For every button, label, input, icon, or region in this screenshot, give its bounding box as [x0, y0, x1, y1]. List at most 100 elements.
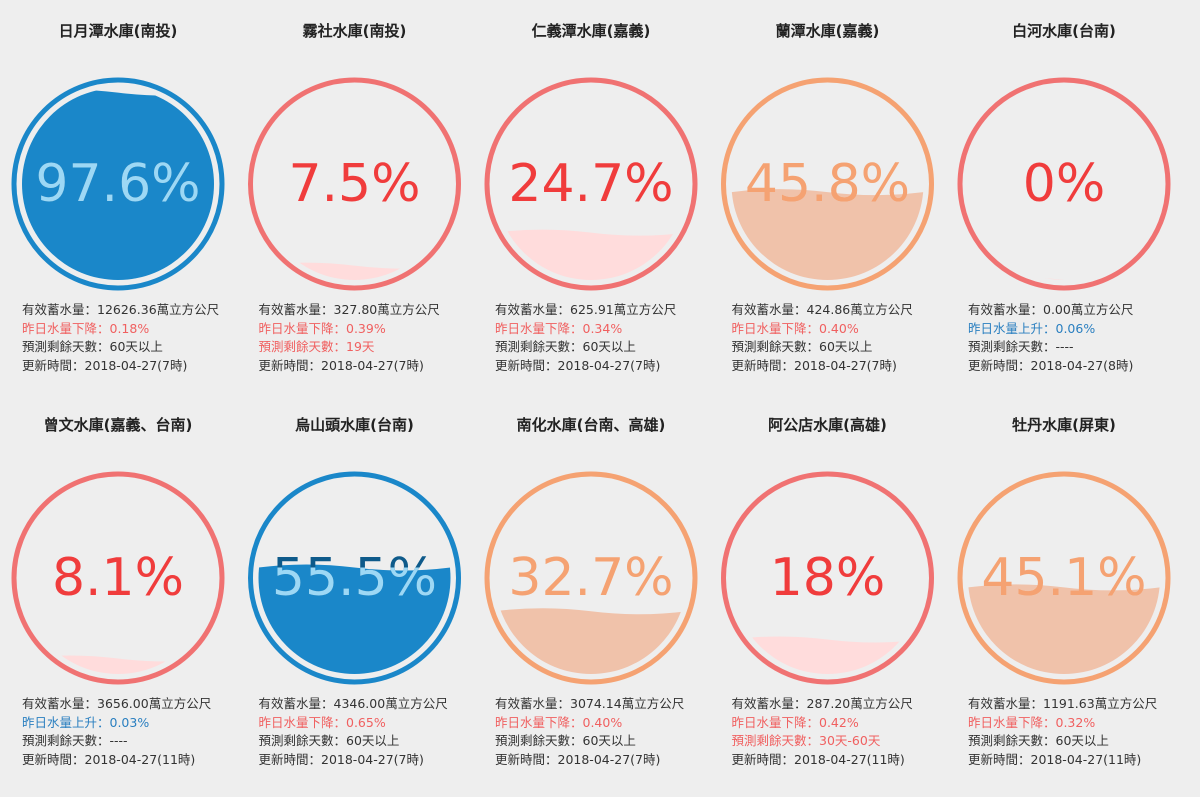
- info-line: 有效蓄水量：625.91萬立方公尺: [495, 302, 677, 317]
- info-line: 更新時間：2018-04-27(7時): [22, 357, 188, 373]
- percent-label: 55.5%: [272, 548, 437, 608]
- water-fill: [968, 277, 1160, 280]
- info-line: 更新時間：2018-04-27(7時): [258, 751, 424, 767]
- percent-label: 45.8%: [745, 154, 910, 214]
- water-fill: [731, 189, 924, 280]
- gauge-body: [731, 189, 924, 280]
- info-line: 有效蓄水量：3656.00萬立方公尺: [22, 696, 212, 711]
- reservoir-name: 曾文水庫(嘉義、台南): [43, 416, 193, 434]
- reservoir-name: 南化水庫(台南、高雄): [516, 416, 666, 434]
- info-line: 更新時間：2018-04-27(7時): [258, 357, 424, 373]
- percent-label: 18%: [770, 548, 886, 608]
- reservoir-name: 日月潭水庫(南投): [58, 22, 178, 40]
- info-line: 昨日水量上升：0.03%: [22, 714, 150, 730]
- percent-in-water: 97.6%: [35, 154, 200, 214]
- reservoir-info: 有效蓄水量：4346.00萬立方公尺 昨日水量下降：0.65% 預測剩餘天數：60天…: [259, 695, 471, 769]
- reservoir-name: 烏山頭水庫(台南): [295, 416, 414, 434]
- water-fill: [968, 584, 1160, 674]
- reservoir-info: 有效蓄水量：424.86萬立方公尺 昨日水量下降：0.40% 預測剩餘天數：60天以…: [732, 301, 944, 375]
- info-line: 昨日水量下降：0.40%: [495, 714, 623, 730]
- info-line: 昨日水量下降：0.32%: [968, 714, 1096, 730]
- info-line: 有效蓄水量：424.86萬立方公尺: [731, 302, 913, 317]
- water-fill: [495, 608, 687, 674]
- info-line: 昨日水量下降：0.18%: [22, 320, 150, 336]
- percent-in-water: 45.8%: [745, 154, 910, 214]
- gauge-ring: [484, 77, 698, 291]
- percent-label: 24.7%: [508, 154, 673, 214]
- info-line: 更新時間：2018-04-27(11時): [22, 751, 196, 767]
- info-line: 昨日水量下降：0.34%: [495, 320, 623, 336]
- percent-label: 97.6%: [35, 154, 200, 214]
- reservoir-name: 阿公店水庫(高雄): [768, 416, 887, 434]
- info-line: 有效蓄水量：12626.36萬立方公尺: [22, 302, 220, 317]
- info-line: 預測剩餘天數：60天以上: [495, 733, 636, 749]
- info-line: 有效蓄水量：3074.14萬立方公尺: [495, 696, 685, 711]
- gauge-body: [258, 564, 451, 674]
- reservoir-name: 白河水庫(台南): [1012, 22, 1116, 40]
- percent-label: 45.8%: [745, 154, 910, 214]
- reservoir-info: 有效蓄水量：625.91萬立方公尺 昨日水量下降：0.34% 預測剩餘天數：60天以…: [495, 301, 707, 375]
- info-line: 預測剩餘天數：----: [968, 339, 1074, 355]
- gauge-ring: [957, 77, 1171, 291]
- info-line: 預測剩餘天數：19天: [258, 339, 375, 355]
- percent-label: 32.7%: [508, 548, 673, 608]
- info-line: 更新時間：2018-04-27(7時): [731, 357, 897, 373]
- info-line: 預測剩餘天數：60天以上: [968, 733, 1109, 749]
- percent-label: 7.5%: [288, 154, 420, 214]
- info-line: 昨日水量下降：0.65%: [258, 714, 386, 730]
- info-line: 更新時間：2018-04-27(11時): [968, 751, 1142, 767]
- info-line: 更新時間：2018-04-27(7時): [495, 751, 661, 767]
- info-line: 有效蓄水量：287.20萬立方公尺: [731, 696, 913, 711]
- reservoir-info: 有效蓄水量：1191.63萬立方公尺 昨日水量下降：0.32% 預測剩餘天數：60天…: [968, 695, 1180, 769]
- reservoir-info: 有效蓄水量：3074.14萬立方公尺 昨日水量下降：0.40% 預測剩餘天數：60天…: [495, 695, 707, 769]
- info-line: 預測剩餘天數：60天以上: [258, 733, 400, 749]
- water-fill: [258, 564, 451, 674]
- info-line: 有效蓄水量：0.00萬立方公尺: [968, 302, 1134, 317]
- reservoir-info: 有效蓄水量：3656.00萬立方公尺 昨日水量上升：0.03% 預測剩餘天數：---…: [22, 695, 234, 769]
- percent-in-water: 45.1%: [981, 548, 1146, 608]
- gauge-ring: [484, 471, 698, 685]
- gauge-ring: [721, 471, 934, 685]
- info-line: 昨日水量下降：0.39%: [258, 320, 386, 336]
- gauge-ring: [957, 471, 1171, 685]
- reservoir-info: 有效蓄水量：327.80萬立方公尺 昨日水量下降：0.39% 預測剩餘天數：19天更…: [259, 301, 471, 375]
- reservoir-name: 蘭潭水庫(嘉義): [775, 22, 880, 40]
- gauge-body: [495, 608, 687, 674]
- reservoir-name: 牡丹水庫(屏東): [1012, 416, 1116, 434]
- info-line: 有效蓄水量：327.80萬立方公尺: [258, 302, 440, 317]
- info-line: 預測剩餘天數：60天以上: [731, 339, 873, 355]
- percent-label: 45.1%: [981, 548, 1146, 608]
- water-fill: [22, 89, 214, 280]
- percent-label: 8.1%: [52, 548, 184, 608]
- info-line: 更新時間：2018-04-27(8時): [968, 357, 1134, 373]
- gauge-ring: [248, 77, 461, 291]
- info-line: 有效蓄水量：1191.63萬立方公尺: [968, 696, 1158, 711]
- water-fill: [495, 229, 687, 280]
- gauge-body: [968, 584, 1160, 674]
- gauge-body: [968, 277, 1160, 280]
- info-line: 預測剩餘天數：30天-60天: [731, 733, 881, 749]
- gauge-ring: [721, 77, 934, 291]
- info-line: 預測剩餘天數：60天以上: [22, 339, 163, 355]
- percent-label: 0%: [1023, 154, 1106, 214]
- reservoir-info: 有效蓄水量：287.20萬立方公尺 昨日水量下降：0.42% 預測剩餘天數：30天-…: [732, 695, 944, 769]
- percent-label: 55.5%: [272, 548, 437, 608]
- info-line: 預測剩餘天數：----: [22, 733, 128, 749]
- reservoir-name: 仁義潭水庫(嘉義): [531, 22, 651, 40]
- info-line: 昨日水量上升：0.06%: [968, 320, 1096, 336]
- gauge-ring: [248, 471, 461, 685]
- percent-label: 97.6%: [35, 154, 200, 214]
- gauge-body: [495, 229, 687, 280]
- reservoir-info: 有效蓄水量：12626.36萬立方公尺 昨日水量下降：0.18% 預測剩餘天數：60…: [22, 301, 234, 375]
- info-line: 更新時間：2018-04-27(11時): [731, 751, 905, 767]
- percent-label: 45.1%: [981, 548, 1146, 608]
- info-line: 更新時間：2018-04-27(7時): [495, 357, 661, 373]
- info-line: 昨日水量下降：0.40%: [731, 320, 859, 336]
- info-line: 預測剩餘天數：60天以上: [495, 339, 636, 355]
- reservoir-info: 有效蓄水量：0.00萬立方公尺 昨日水量上升：0.06% 預測剩餘天數：---- 更新…: [968, 301, 1180, 375]
- info-line: 有效蓄水量：4346.00萬立方公尺: [258, 696, 448, 711]
- info-line: 昨日水量下降：0.42%: [731, 714, 859, 730]
- gauge-ring: [11, 77, 225, 291]
